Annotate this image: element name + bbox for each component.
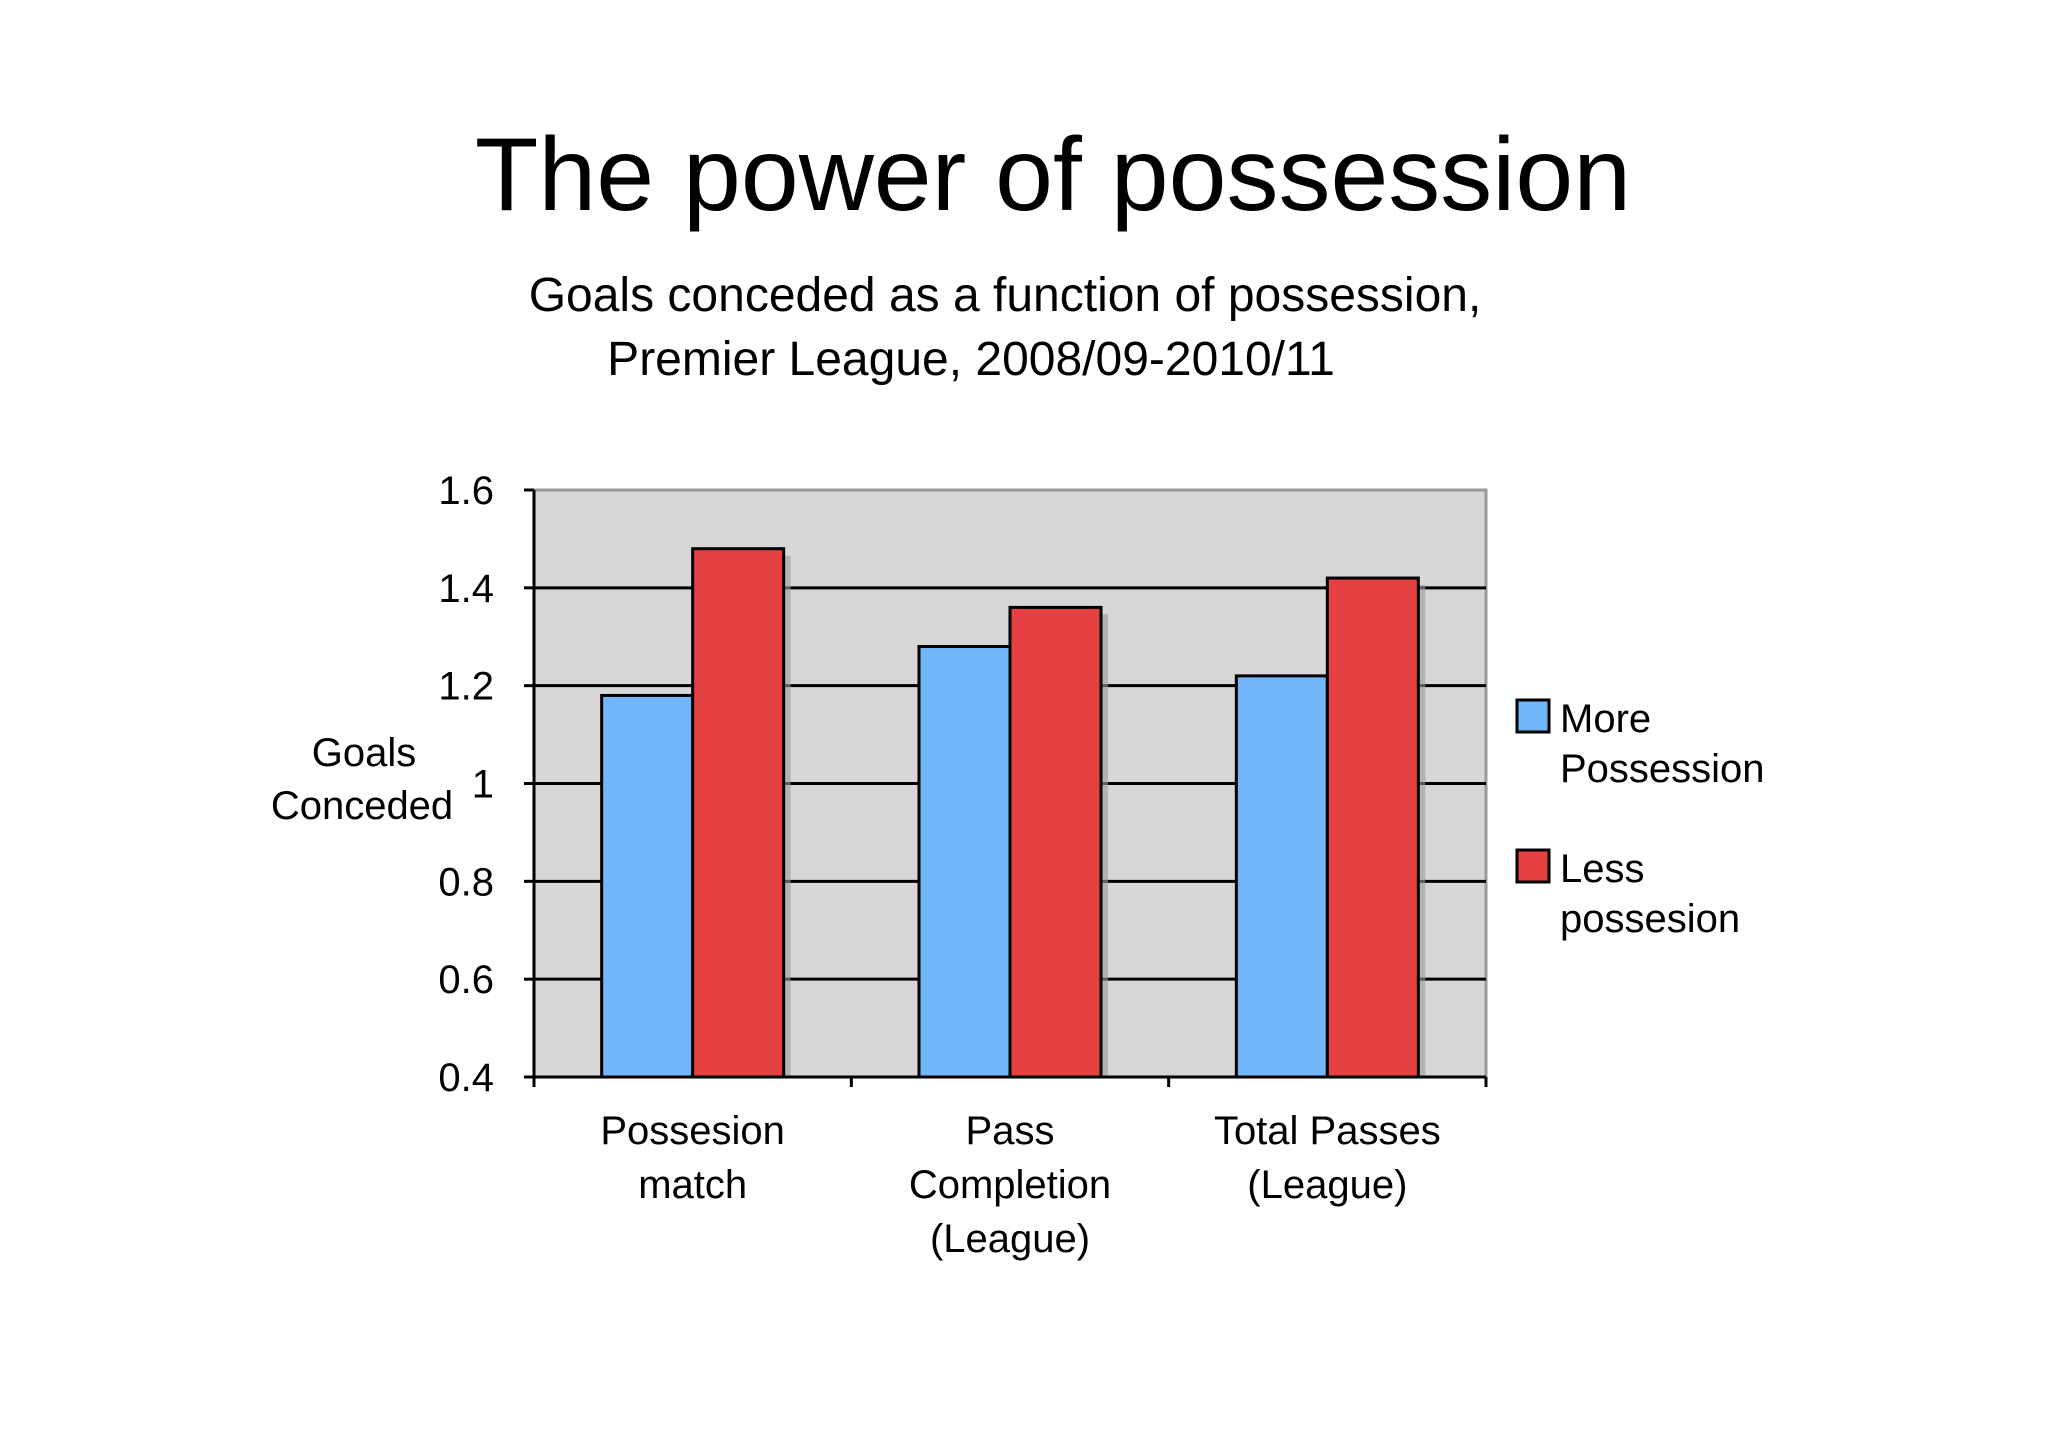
bar xyxy=(600,693,695,1079)
y-tick-label: 1.4 xyxy=(438,567,494,611)
chart-title: The power of possession xyxy=(475,117,1631,233)
y-axis-label-line-1: Goals xyxy=(312,731,417,775)
legend-swatch xyxy=(1515,848,1551,884)
x-category-label: Total Passes xyxy=(1214,1109,1441,1153)
y-axis-label-line-2: Conceded xyxy=(271,784,453,828)
legend: More Possession Less possesion xyxy=(1515,697,1765,941)
legend-label: More xyxy=(1560,697,1651,741)
y-tick-label: 1 xyxy=(472,763,494,807)
x-category-label: (League) xyxy=(930,1217,1090,1261)
bar xyxy=(1234,674,1329,1079)
y-tick-label: 1.6 xyxy=(438,469,494,513)
x-category-label: (League) xyxy=(1247,1163,1407,1207)
legend-label: possesion xyxy=(1560,897,1740,941)
legend-label: Less xyxy=(1560,847,1645,891)
axes xyxy=(532,490,1488,1087)
bar xyxy=(1325,576,1420,1079)
x-category-label: match xyxy=(638,1163,747,1207)
legend-swatch xyxy=(1515,698,1551,734)
x-category-label: Completion xyxy=(909,1163,1111,1207)
bars xyxy=(600,547,1426,1079)
y-tick-label: 1.2 xyxy=(438,665,494,709)
y-tick-label: 0.8 xyxy=(438,860,494,904)
x-category-label: Possesion xyxy=(600,1109,785,1153)
x-category-label: Pass xyxy=(966,1109,1055,1153)
bar xyxy=(917,645,1012,1079)
legend-label: Possession xyxy=(1560,747,1765,791)
chart-subtitle-line-1: Goals conceded as a function of possessi… xyxy=(529,269,1482,322)
y-tick-label: 0.4 xyxy=(438,1056,494,1100)
y-tick-labels: 1.6 1.4 1.2 1 0.8 0.6 0.4 xyxy=(438,469,534,1100)
bar xyxy=(691,547,786,1079)
x-category-labels: Possesion match Pass Completion (League) Tota… xyxy=(600,1109,1440,1261)
y-tick-label: 0.6 xyxy=(438,958,494,1002)
bar xyxy=(1008,605,1103,1079)
chart-subtitle-line-2: Premier League, 2008/09-2010/11 xyxy=(607,333,1335,386)
